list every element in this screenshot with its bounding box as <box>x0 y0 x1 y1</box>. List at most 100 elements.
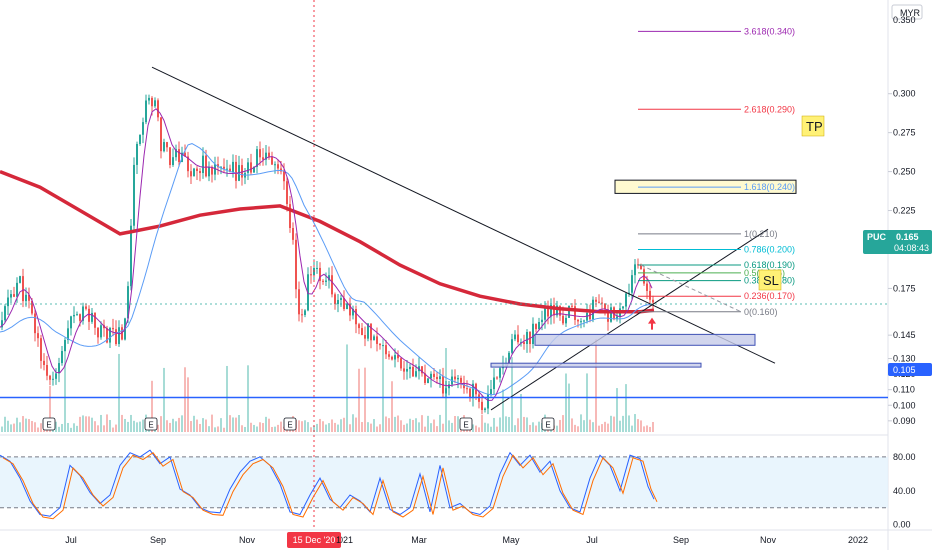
volume-bar <box>220 418 222 432</box>
currency-label-box[interactable] <box>891 4 923 20</box>
candle-body <box>532 323 534 345</box>
volume-bar <box>244 426 246 432</box>
candle-body <box>409 366 411 369</box>
volume-bar <box>127 421 129 432</box>
earnings-marker[interactable] <box>541 417 555 431</box>
volume-bar <box>97 425 99 432</box>
candle-body <box>520 342 522 344</box>
fib-level-label: 0.618(0.190) <box>744 260 795 270</box>
candle-body <box>178 149 180 163</box>
candle-body <box>7 297 9 307</box>
time-axis[interactable]: Jul Sep Nov 2021 Mar May Jul Sep Nov 2022 15 Dec '… <box>65 532 868 548</box>
volume-bar <box>274 426 276 432</box>
volume-bar <box>121 414 123 432</box>
candle-body <box>625 293 627 307</box>
volume-bar <box>607 423 609 432</box>
candle-body <box>457 377 459 380</box>
oscillator-tick-label: 80.00 <box>893 452 916 462</box>
candle-body <box>631 275 633 293</box>
currency-label[interactable]: MYR <box>900 8 921 18</box>
candle-body <box>271 156 273 165</box>
candle-body <box>628 292 630 294</box>
earnings-marker[interactable] <box>144 417 158 431</box>
candle-body <box>349 303 351 316</box>
volume-bar <box>79 416 81 432</box>
volume-bar <box>514 425 516 432</box>
candle-body <box>376 336 378 344</box>
candle-body <box>115 329 117 345</box>
volume-bar <box>214 427 216 432</box>
volume-bar <box>556 425 558 432</box>
time-tick-label: Mar <box>411 535 427 545</box>
volume-bar <box>112 427 114 432</box>
candle-body <box>40 338 42 361</box>
volume-bar <box>430 423 432 432</box>
candle-body <box>58 363 60 374</box>
volume-bar <box>589 419 591 432</box>
volume-bar <box>538 421 540 432</box>
time-tick-label: Jul <box>586 535 598 545</box>
volume-bar <box>130 414 132 432</box>
volume-bar <box>109 420 111 432</box>
downtrend-line[interactable] <box>151 66 776 364</box>
tp-badge[interactable] <box>801 115 825 137</box>
candle-body <box>286 181 288 205</box>
volume-bar <box>67 422 69 432</box>
candle-body <box>391 356 393 360</box>
volume-bar <box>253 424 255 432</box>
volume-bar <box>76 425 78 432</box>
moving-averages <box>0 108 655 401</box>
earnings-marker[interactable] <box>459 417 473 431</box>
candle-body <box>433 373 435 377</box>
volume-bar <box>22 416 24 432</box>
volume-bar <box>394 416 396 432</box>
tp-annotation[interactable]: TP <box>801 115 825 137</box>
volume-bar <box>403 424 405 432</box>
volume-bar <box>421 415 423 432</box>
candle-body <box>1 320 3 328</box>
volume-bar <box>10 424 12 432</box>
candle-body <box>523 342 525 345</box>
volume-bar <box>40 423 42 432</box>
earnings-marker[interactable] <box>42 417 56 431</box>
candle-body <box>526 331 528 345</box>
volume-bar <box>151 380 153 432</box>
volume-bar <box>319 418 321 432</box>
volume-bar <box>265 416 267 432</box>
volume-bar <box>181 415 183 432</box>
volume-bar <box>4 416 6 432</box>
date-cursor-overflow: 1 <box>336 535 341 545</box>
candle-body <box>220 166 222 168</box>
candle-body <box>235 161 237 181</box>
volume-bar <box>106 414 108 432</box>
oscillator-axis[interactable]: 80.00 40.00 0.00 <box>893 452 916 530</box>
volume-bar <box>574 424 576 432</box>
volume-bar <box>313 425 315 432</box>
sl-annotation[interactable]: SL <box>758 269 782 291</box>
price-pane[interactable] <box>0 0 888 432</box>
sl-zone[interactable] <box>534 333 756 346</box>
volume-bar <box>439 414 441 432</box>
sl-badge[interactable] <box>758 269 782 291</box>
volume-bar <box>316 423 318 432</box>
candle-body <box>268 152 270 157</box>
volume-bar <box>634 414 636 432</box>
earnings-marker[interactable] <box>283 417 297 431</box>
volume-bar <box>262 423 264 432</box>
candle-body <box>319 267 321 281</box>
candle-body <box>139 134 141 144</box>
volume-bar <box>190 421 192 432</box>
candle-body <box>379 343 381 346</box>
candle-body <box>430 373 432 379</box>
candle-body <box>607 309 609 322</box>
volume-bar <box>364 367 366 432</box>
support-zone[interactable] <box>490 362 702 368</box>
candle-body <box>175 149 177 158</box>
candle-body <box>298 289 300 315</box>
candle-body <box>88 308 90 322</box>
volume-bar <box>208 426 210 432</box>
uptrend-line[interactable] <box>490 228 769 411</box>
volume-bar <box>376 426 378 432</box>
